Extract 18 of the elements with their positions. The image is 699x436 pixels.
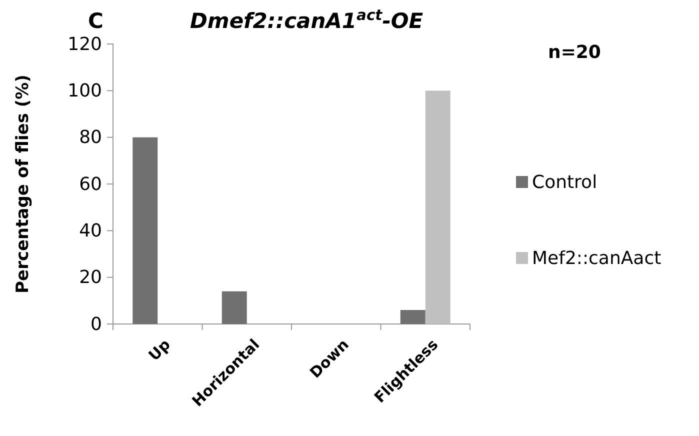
bar bbox=[400, 310, 426, 324]
chart-title: Dmef2::canA1$^{act}$-OE bbox=[190, 6, 424, 33]
y-tick-label: 20 bbox=[79, 267, 102, 288]
y-tick-label: 80 bbox=[79, 127, 102, 148]
legend-label: Control bbox=[532, 172, 598, 193]
y-tick-label: 0 bbox=[90, 314, 102, 335]
bar bbox=[222, 291, 247, 324]
y-tick-label: 40 bbox=[79, 220, 102, 242]
text: C bbox=[88, 9, 104, 33]
y-tick-label: 60 bbox=[79, 174, 102, 195]
y-tick-label: 120 bbox=[68, 34, 102, 55]
bar bbox=[425, 90, 450, 324]
x-tick-label: Up bbox=[144, 335, 174, 364]
bar bbox=[132, 137, 158, 324]
legend-label: Mef2::canAact bbox=[532, 248, 662, 269]
y-axis-title: Percentage of flies (%) bbox=[13, 74, 33, 294]
y-tick-label: 100 bbox=[68, 80, 102, 102]
text: n=20 bbox=[548, 42, 601, 63]
